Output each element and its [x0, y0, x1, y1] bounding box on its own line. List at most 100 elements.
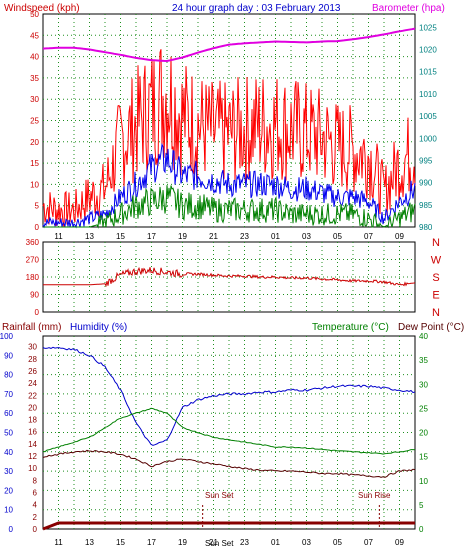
temp-x-tick-label: 19: [178, 538, 187, 547]
direction-panel-frame: [42, 241, 416, 313]
humidity-tick-label: 20: [4, 486, 13, 495]
wind-x-tick-label: 19: [178, 232, 187, 241]
barometer-tick-label: 1025: [419, 23, 437, 32]
humidity-tick-label: 100: [0, 332, 14, 341]
humidity-tick-label: 60: [4, 409, 13, 418]
rain-tick-label: 8: [33, 476, 38, 485]
temp-tick-label: 25: [419, 404, 428, 413]
gust-series-line: [42, 49, 416, 228]
wind-x-tick-label: 15: [116, 232, 125, 241]
humidity-tick-label: 90: [4, 351, 13, 360]
direction-tick-label: 270: [26, 256, 40, 265]
direction-tick-label: 90: [30, 291, 39, 300]
dewpoint-series-line: [42, 449, 416, 478]
rain-tick-label: 12: [28, 452, 37, 461]
barometer-tick-label: 1005: [419, 112, 437, 121]
temp-tick-label: 0: [419, 525, 424, 534]
barometer-tick-label: 980: [419, 223, 433, 232]
wind-x-tick-label: 21: [209, 232, 218, 241]
axis-tick-labels: 0510152025303540455098098599099510001005…: [0, 10, 442, 547]
wind-tick-label: 15: [30, 159, 39, 168]
wind-tick-label: 50: [30, 10, 39, 19]
barometer-tick-label: 1015: [419, 68, 437, 77]
humidity-series-line: [42, 346, 416, 446]
rain-tick-label: 26: [28, 367, 37, 376]
rain-tick-label: 22: [28, 391, 37, 400]
average-series-line: [42, 142, 416, 229]
dewpoint-label: Dew Point (°C): [398, 322, 464, 333]
wind-series: [42, 27, 416, 229]
rain-tick-label: 16: [28, 428, 37, 437]
wind-tick-label: 5: [35, 202, 40, 211]
temp-panel-grid: [43, 336, 415, 529]
sunrise-annotation: Sun Rise: [358, 491, 391, 500]
barometer-tick-label: 1010: [419, 90, 437, 99]
low-series-line: [43, 185, 416, 229]
wind-tick-label: 0: [35, 223, 40, 232]
humidity-tick-label: 50: [4, 429, 13, 438]
wind-x-tick-label: 17: [147, 232, 156, 241]
temp-tick-label: 15: [419, 453, 428, 462]
rain-tick-label: 14: [28, 440, 37, 449]
humidity-label: Humidity (%): [70, 322, 127, 333]
wind-x-tick-label: 11: [54, 232, 63, 241]
barometer-tick-label: 1020: [419, 46, 437, 55]
rain-tick-label: 10: [28, 464, 37, 473]
barometer-tick-label: 985: [419, 201, 433, 210]
rain-tick-label: 18: [28, 416, 37, 425]
temp-x-tick-label: 05: [333, 538, 342, 547]
barometer-label: Barometer (hpa): [372, 3, 445, 14]
temp-tick-label: 35: [419, 356, 428, 365]
direction-series: [43, 266, 416, 288]
sunset-annotation: Sun Set: [205, 491, 234, 500]
wind-tick-label: 35: [30, 74, 39, 83]
temperature-series-line: [42, 407, 416, 455]
humidity-tick-label: 80: [4, 371, 13, 380]
temp-x-tick-label: 11: [54, 538, 63, 547]
graph-title: 24 hour graph day : 03 February 2013: [172, 3, 341, 14]
temp-tick-label: 10: [419, 477, 428, 486]
humidity-tick-label: 40: [4, 448, 13, 457]
wind-tick-label: 30: [30, 95, 39, 104]
temp-tick-label: 40: [419, 332, 428, 341]
direction-tick-label: 0: [35, 308, 40, 317]
wind-tick-label: 45: [30, 31, 39, 40]
humidity-tick-label: 30: [4, 467, 13, 476]
rain-tick-label: 6: [33, 489, 38, 498]
wind-tick-label: 10: [30, 180, 39, 189]
rain-tick-label: 4: [33, 501, 38, 510]
humidity-tick-label: 10: [4, 506, 13, 515]
wind-tick-label: 20: [30, 138, 39, 147]
temp-tick-label: 30: [419, 380, 428, 389]
temp-x-tick-label: 17: [147, 538, 156, 547]
temp-x-tick-label: 15: [116, 538, 125, 547]
wind-tick-label: 40: [30, 53, 39, 62]
rain-tick-label: 28: [28, 355, 37, 364]
direction-tick-label: 360: [26, 238, 40, 247]
barometer-tick-label: 990: [419, 179, 433, 188]
temp-x-tick-label: 07: [364, 538, 373, 547]
wind-x-tick-label: 05: [333, 232, 342, 241]
wind-x-tick-label: 07: [364, 232, 373, 241]
temperature-label: Temperature (°C): [312, 322, 389, 333]
windspeed-label: Windspeed (kph): [4, 3, 80, 14]
temp-x-tick-label: 03: [302, 538, 311, 547]
wind-x-tick-label: 03: [302, 232, 311, 241]
compass-tick-label: W: [431, 255, 442, 267]
rain-tick-label: 20: [28, 403, 37, 412]
barometer-tick-label: 995: [419, 156, 433, 165]
wind-x-tick-label: 23: [240, 232, 249, 241]
rain-tick-label: 2: [33, 513, 38, 522]
compass-tick-label: N: [432, 237, 440, 249]
barometer-tick-label: 1000: [419, 134, 437, 143]
humidity-tick-label: 70: [4, 390, 13, 399]
barometer-series-line: [42, 27, 416, 63]
wind-x-tick-label: 09: [395, 232, 404, 241]
compass-tick-label: N: [432, 307, 440, 319]
rain-tick-label: 0: [33, 525, 38, 534]
compass-tick-label: S: [432, 272, 439, 284]
temp-x-tick-label: 09: [395, 538, 404, 547]
humidity-tick-label: 0: [9, 525, 14, 534]
temp-tick-label: 20: [419, 429, 428, 438]
